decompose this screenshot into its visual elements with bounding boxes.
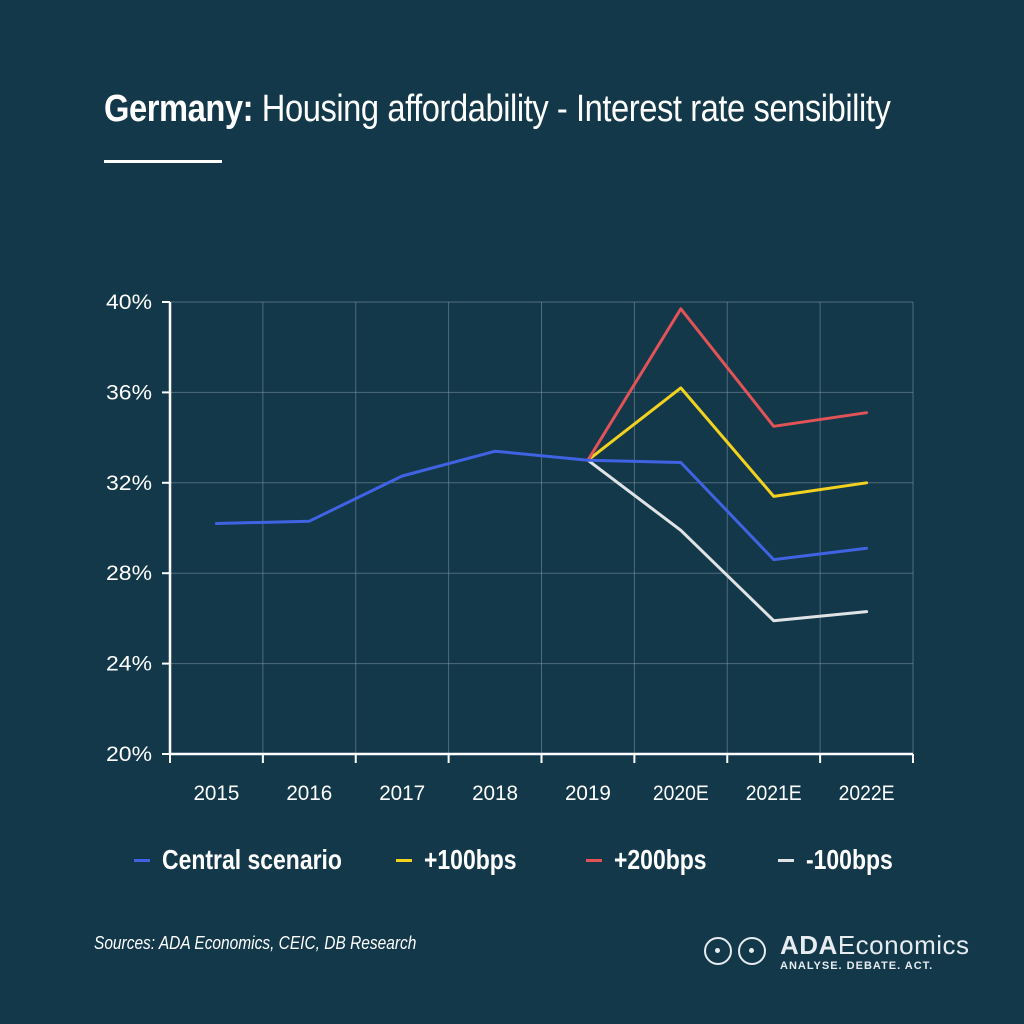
chart-title-country: Germany: (104, 88, 254, 130)
chart-title-subject: Housing affordability - Interest rate se… (253, 88, 891, 130)
logo-circle-icon (738, 937, 766, 965)
logo-tagline: ANALYSE. DEBATE. ACT. (780, 960, 934, 972)
logo-name-rest: Economics (837, 930, 970, 960)
x-tick-label: 2017 (379, 782, 425, 805)
x-tick-label: 2020E (653, 782, 709, 805)
legend-label-plus100: +100bps (424, 844, 517, 875)
ada-economics-logo: ADAEconomics ANALYSE. DEBATE. ACT. (704, 930, 994, 980)
y-tick-label: 28% (106, 562, 152, 585)
legend-item-plus100: +100bps (396, 840, 537, 880)
logo-name-bold: ADA (780, 930, 838, 960)
legend-swatch-plus100 (396, 858, 412, 862)
x-tick-label: 2015 (193, 782, 239, 805)
series-line-100bps (586, 386, 869, 498)
legend-swatch-minus100 (778, 858, 794, 862)
chart-title: Germany: Housing affordability - Interes… (104, 86, 891, 132)
x-tick-label: 2021E (746, 782, 802, 805)
y-tick-label: 20% (106, 743, 152, 766)
legend-item-minus100: -100bps (778, 840, 912, 880)
legend-label-central: Central scenario (162, 844, 342, 875)
x-tick-label: 2018 (472, 782, 518, 805)
y-tick-label: 32% (106, 472, 152, 495)
source-note: Sources: ADA Economics, CEIC, DB Researc… (94, 933, 417, 953)
logo-name: ADAEconomics (780, 930, 970, 961)
series-line-100bps (586, 458, 869, 623)
legend-label-minus100: -100bps (806, 844, 893, 875)
x-tick-label: 2016 (286, 782, 332, 805)
y-tick-label: 36% (106, 381, 152, 404)
legend-label-plus200: +200bps (614, 844, 707, 875)
y-tick-label: 24% (106, 653, 152, 676)
logo-circle-icon (704, 937, 732, 965)
x-tick-label: 2022E (839, 782, 895, 805)
legend-swatch-plus200 (586, 858, 602, 862)
x-tick-label: 2019 (565, 782, 611, 805)
chart-legend: Central scenario +100bps +200bps -100bps (134, 840, 934, 880)
legend-item-central: Central scenario (134, 840, 381, 880)
legend-swatch-central (134, 858, 150, 862)
series-line-200bps (586, 307, 869, 462)
series-line-central-scenario (214, 449, 869, 562)
title-underline (104, 160, 222, 163)
legend-item-plus200: +200bps (586, 840, 727, 880)
y-tick-label: 40% (106, 291, 152, 314)
